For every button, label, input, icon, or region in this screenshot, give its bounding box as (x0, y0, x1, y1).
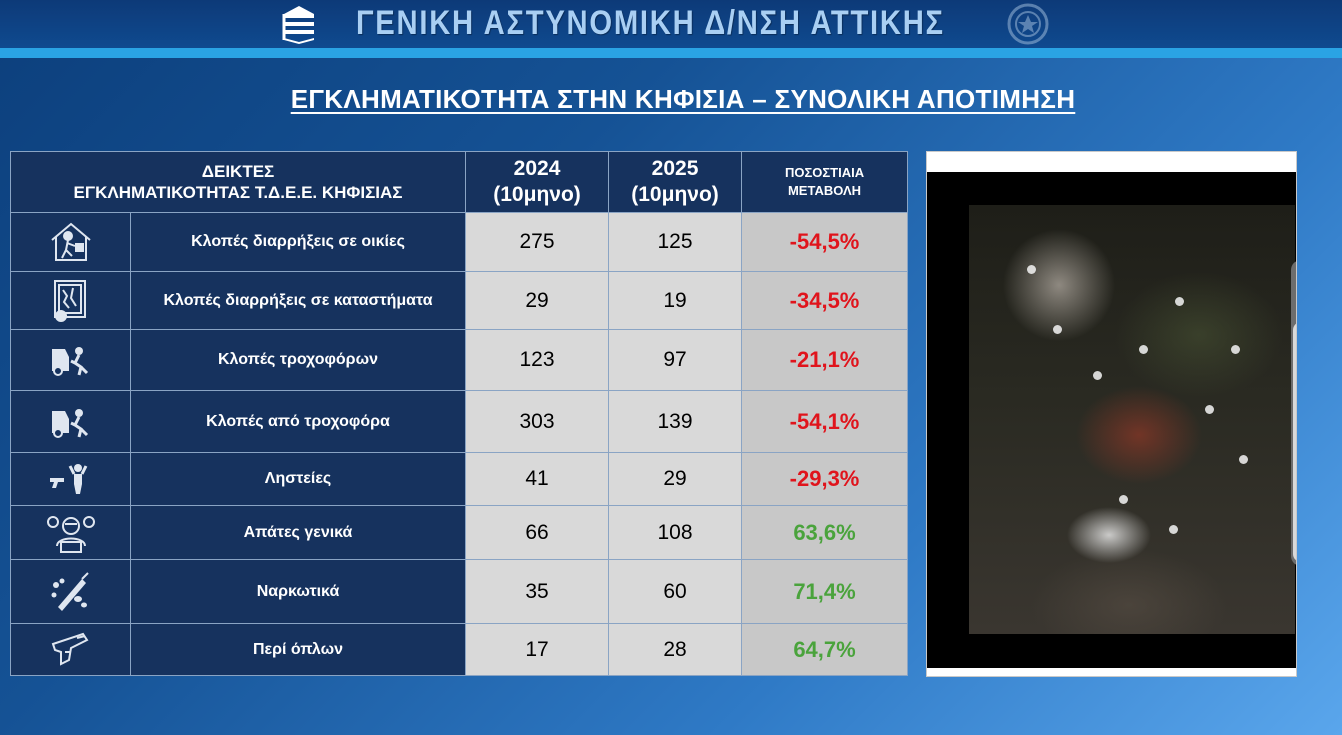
header-percent-change: ΠΟΣΟΣΤΙΑΙΑ ΜΕΤΑΒΟΛΗ (741, 151, 909, 213)
row-label: Ναρκωτικά (129, 559, 467, 624)
top-header-band (0, 0, 1342, 48)
header-indicators-line1: ΔΕΙΚΤΕΣ (201, 162, 275, 181)
row-icon-cell (10, 329, 131, 391)
video-bokeh-light (1239, 455, 1248, 464)
header-2024: 2024 (10μηνο) (465, 151, 610, 213)
video-panel[interactable] (926, 151, 1297, 677)
shop-break-in-icon (53, 279, 86, 322)
header-2025-line2: (10μηνο) (631, 183, 719, 206)
header-2025-line1: 2025 (651, 157, 699, 180)
crime-statistics-table: ΔΕΙΚΤΕΣ ΕΓΚΛΗΜΑΤΙΚΟΤΗΤΑΣ Τ.Δ.Ε.Ε. ΚΗΦΙΣΙ… (9, 151, 909, 676)
row-icon-cell (10, 390, 131, 453)
table-row: Ναρκωτικά 35 60 71,4% (10, 559, 909, 624)
row-value-2025: 97 (608, 329, 743, 391)
row-value-2025: 19 (608, 271, 743, 330)
video-bokeh-light (1119, 495, 1128, 504)
video-bokeh-light (1027, 265, 1036, 274)
handgun-icon (51, 632, 88, 666)
row-value-2024: 303 (465, 390, 610, 453)
table-header-row: ΔΕΙΚΤΕΣ ΕΓΚΛΗΜΑΤΙΚΟΤΗΤΑΣ Τ.Δ.Ε.Ε. ΚΗΦΙΣΙ… (9, 151, 909, 213)
row-label: Κλοπές από τροχοφόρα (129, 390, 467, 453)
row-percent-change: 71,4% (741, 559, 909, 624)
drugs-syringe-icon (51, 571, 89, 611)
row-label: Κλοπές διαρρήξεις σε οικίες (129, 212, 467, 272)
video-bokeh-light (1053, 325, 1062, 334)
row-percent-change: 63,6% (741, 505, 909, 560)
header-2025: 2025 (10μηνο) (608, 151, 743, 213)
phone-side-button (1293, 322, 1296, 562)
row-icon-cell (10, 505, 131, 560)
row-value-2025: 139 (608, 390, 743, 453)
header-change-line2: ΜΕΤΑΒΟΛΗ (787, 183, 862, 198)
row-value-2025: 29 (608, 452, 743, 506)
table-row: Κλοπές διαρρήξεις σε οικίες 275 125 -54,… (10, 212, 909, 272)
video-bokeh-light (1231, 345, 1240, 354)
row-value-2024: 275 (465, 212, 610, 272)
row-value-2025: 125 (608, 212, 743, 272)
video-top-border (927, 152, 1296, 172)
row-label: Περί όπλων (129, 623, 467, 676)
row-icon-cell (10, 452, 131, 506)
row-label: Ληστείες (129, 452, 467, 506)
video-bokeh-light (1093, 371, 1102, 380)
top-header-stripe (0, 48, 1342, 58)
row-value-2024: 66 (465, 505, 610, 560)
table-row: Κλοπές τροχοφόρων 123 97 -21,1% (10, 329, 909, 391)
video-bokeh-light (1175, 297, 1184, 306)
row-percent-change: -21,1% (741, 329, 909, 391)
table-row: Περί όπλων 17 28 64,7% (10, 623, 909, 676)
theft-from-vehicle-icon (51, 408, 88, 438)
row-icon-cell (10, 559, 131, 624)
row-value-2024: 35 (465, 559, 610, 624)
table-row: Ληστείες 41 29 -29,3% (10, 452, 909, 506)
header-title: ΓΕΝΙΚΗ ΑΣΤΥΝΟΜΙΚΗ Δ/ΝΣΗ ΑΤΤΙΚΗΣ (356, 4, 945, 42)
house-burglary-icon (50, 222, 91, 261)
header-change-line1: ΠΟΣΟΣΤΙΑΙΑ (784, 165, 865, 180)
row-percent-change: -54,1% (741, 390, 909, 453)
video-bokeh-light (1169, 525, 1178, 534)
header-2024-line1: 2024 (513, 157, 561, 180)
row-value-2025: 108 (608, 505, 743, 560)
row-value-2024: 123 (465, 329, 610, 391)
row-value-2025: 60 (608, 559, 743, 624)
police-directorate-logo-icon (282, 6, 314, 44)
row-label: Κλοπές διαρρήξεις σε καταστήματα (129, 271, 467, 330)
video-bokeh-light (1139, 345, 1148, 354)
row-value-2025: 28 (608, 623, 743, 676)
row-label: Κλοπές τροχοφόρων (129, 329, 467, 391)
header-2024-line2: (10μηνο) (493, 183, 581, 206)
header-indicators: ΔΕΙΚΤΕΣ ΕΓΚΛΗΜΑΤΙΚΟΤΗΤΑΣ Τ.Δ.Ε.Ε. ΚΗΦΙΣΙ… (9, 151, 467, 213)
fraud-hacker-icon (46, 515, 95, 553)
row-percent-change: -34,5% (741, 271, 909, 330)
row-percent-change: -54,5% (741, 212, 909, 272)
row-value-2024: 41 (465, 452, 610, 506)
table-row: Κλοπές διαρρήξεις σε καταστήματα 29 19 -… (10, 271, 909, 330)
vehicle-theft-icon (51, 347, 88, 376)
row-icon-cell (10, 212, 131, 272)
row-icon-cell (10, 271, 131, 330)
video-bokeh-light (1205, 405, 1214, 414)
hellenic-police-emblem-icon (1007, 3, 1049, 45)
row-label: Απάτες γενικά (129, 505, 467, 560)
table-row: Κλοπές από τροχοφόρα 303 139 -54,1% (10, 390, 909, 453)
table-row: Απάτες γενικά 66 108 63,6% (10, 505, 909, 560)
video-bottom-border (927, 668, 1296, 676)
page-title: ΕΓΚΛΗΜΑΤΙΚΟΤΗΤΑ ΣΤΗΝ ΚΗΦΙΣΙΑ – ΣΥΝΟΛΙΚΗ … (290, 84, 1076, 114)
row-value-2024: 17 (465, 623, 610, 676)
header-indicators-line2: ΕΓΚΛΗΜΑΤΙΚΟΤΗΤΑΣ Τ.Δ.Ε.Ε. ΚΗΦΙΣΙΑΣ (73, 183, 403, 202)
row-percent-change: -29,3% (741, 452, 909, 506)
row-percent-change: 64,7% (741, 623, 909, 676)
video-frame[interactable] (969, 205, 1295, 634)
robbery-gunpoint-icon (49, 464, 87, 494)
row-value-2024: 29 (465, 271, 610, 330)
row-icon-cell (10, 623, 131, 676)
